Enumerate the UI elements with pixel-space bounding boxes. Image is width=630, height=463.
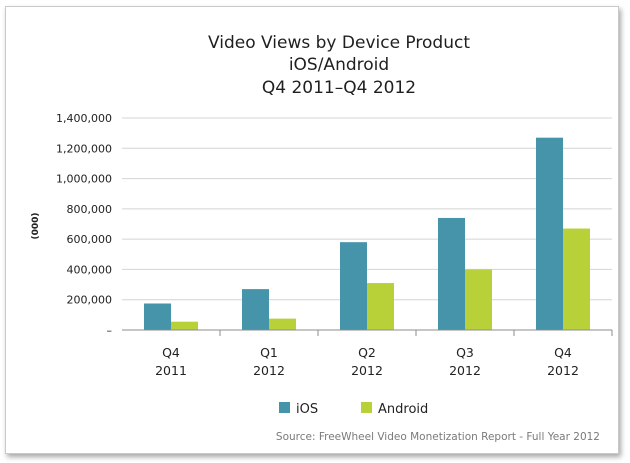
x-category-label: 2012 [253, 363, 285, 378]
x-category-label: 2011 [155, 363, 187, 378]
x-category-label: Q3 [456, 345, 474, 360]
chart-title-line-2: iOS/Android [289, 55, 389, 75]
x-category-label: Q2 [358, 345, 376, 360]
bar-ios-2 [340, 242, 367, 330]
bar-android-1 [269, 318, 296, 330]
bar-ios-4 [536, 137, 563, 330]
bar-android-2 [367, 283, 394, 330]
legend-swatch-android [361, 402, 372, 413]
bar-android-4 [563, 228, 590, 330]
legend-swatch-ios [279, 402, 290, 413]
y-tick-label: 600,000 [67, 233, 113, 246]
chart-title: Video Views by Device Product iOS/Androi… [208, 33, 470, 98]
y-axis-label: (000) [31, 212, 41, 239]
x-axis-categories: Q4 2011 Q1 2012 Q2 2012 Q3 2012 Q4 2012 [155, 330, 613, 378]
x-category-label: 2012 [449, 363, 481, 378]
x-category-label: 2012 [351, 363, 383, 378]
bar-ios-0 [144, 303, 171, 330]
x-category-label: 2012 [547, 363, 579, 378]
legend: iOS Android [279, 402, 428, 417]
y-axis-ticks: – 200,000 400,000 600,000 800,000 1,000,000 1,… [56, 112, 112, 337]
chart-title-line-1: Video Views by Device Product [208, 33, 470, 53]
x-category-label: Q4 [162, 345, 180, 360]
bar-ios-3 [438, 217, 465, 330]
x-category-label: Q4 [554, 345, 572, 360]
gridlines [122, 117, 612, 301]
source-note: Source: FreeWheel Video Monetization Rep… [276, 431, 600, 443]
bars [144, 137, 590, 330]
bar-android-0 [171, 321, 198, 330]
y-tick-label: 1,200,000 [56, 142, 112, 155]
legend-label-ios: iOS [296, 402, 318, 417]
bar-android-3 [465, 269, 492, 330]
y-tick-label: 800,000 [67, 203, 113, 216]
y-tick-label: 1,400,000 [56, 112, 112, 125]
y-tick-label: 200,000 [67, 294, 113, 307]
legend-label-android: Android [378, 402, 428, 417]
chart-frame [5, 6, 619, 454]
y-tick-label: – [107, 324, 113, 337]
y-tick-label: 1,000,000 [56, 173, 112, 186]
y-tick-label: 400,000 [67, 263, 113, 276]
x-category-label: Q1 [260, 345, 278, 360]
bar-ios-1 [242, 289, 269, 330]
chart-title-line-3: Q4 2011–Q4 2012 [262, 78, 416, 98]
